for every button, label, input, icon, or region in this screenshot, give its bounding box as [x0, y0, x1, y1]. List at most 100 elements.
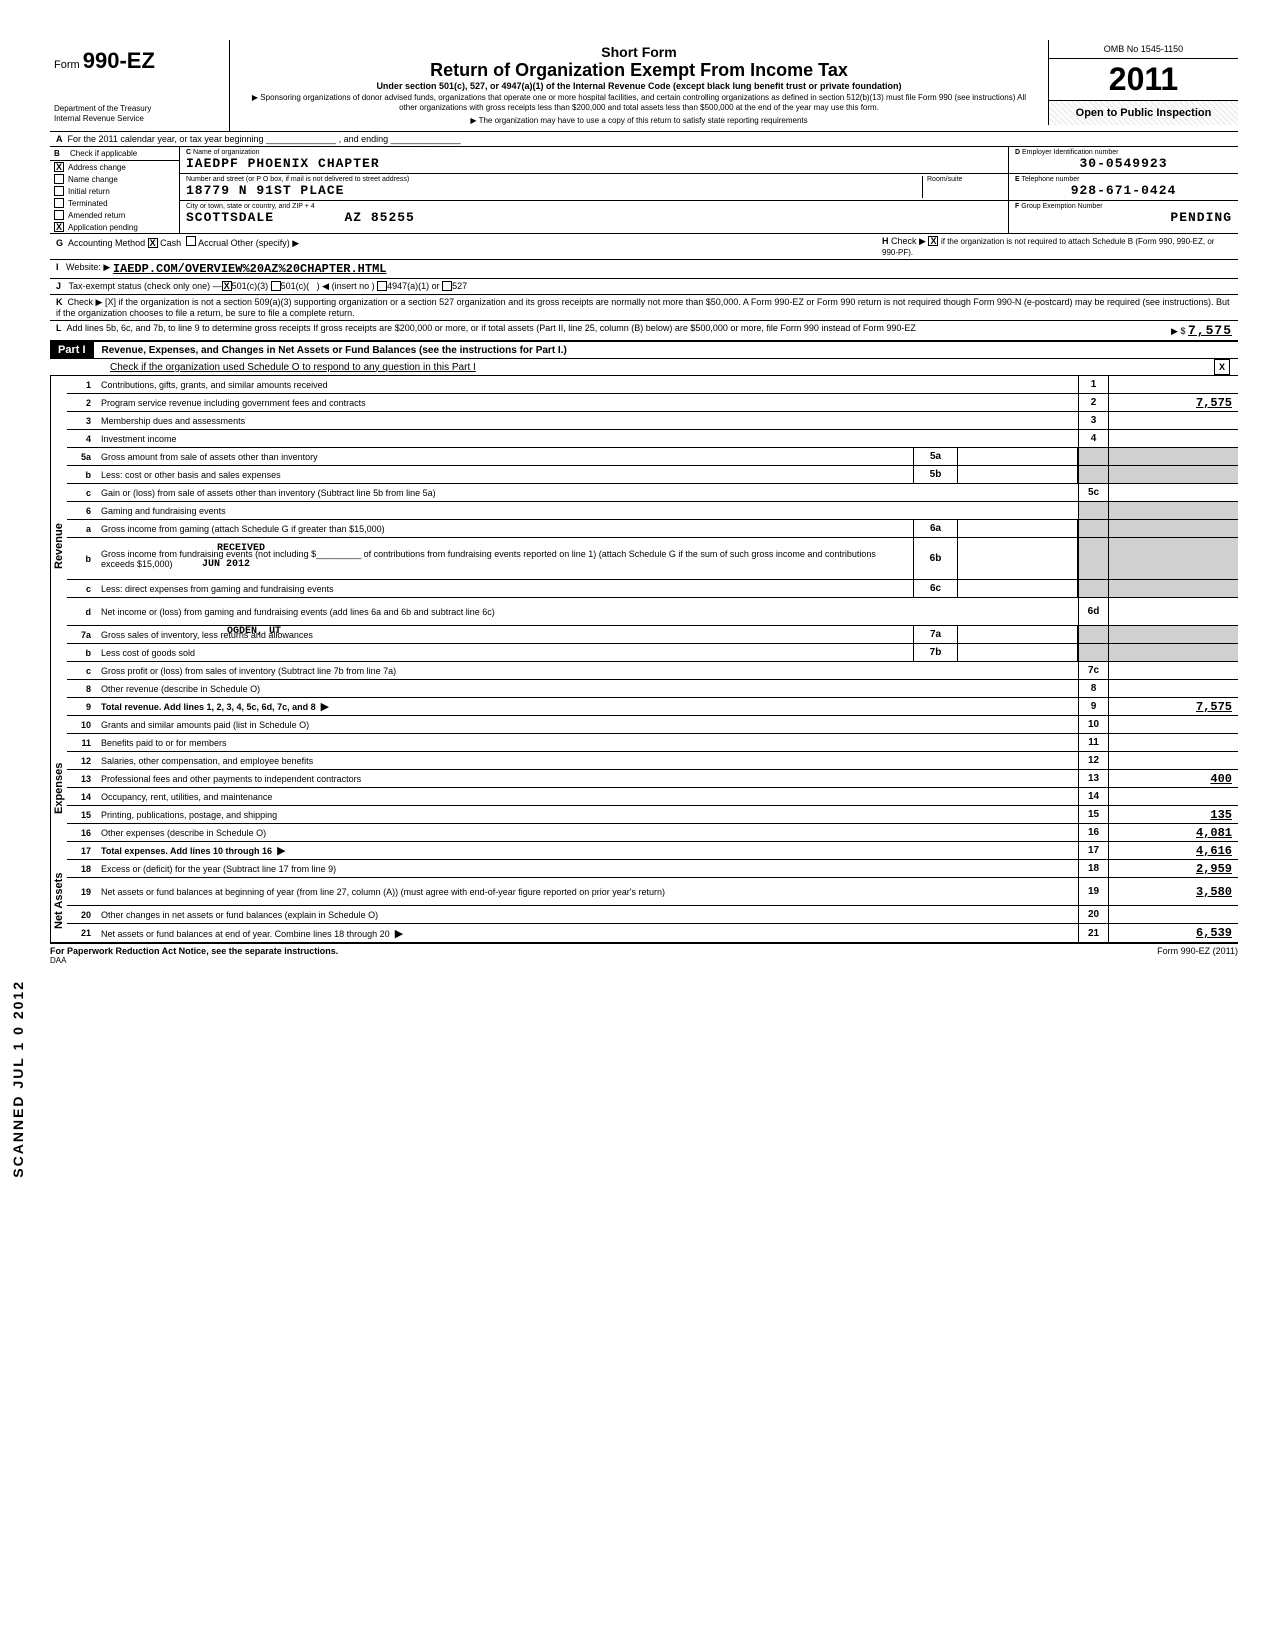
room-label: Room/suite [927, 176, 1002, 183]
part1-check: Check if the organization used Schedule … [50, 359, 1238, 376]
note2: ▶ The organization may have to use a cop… [250, 116, 1028, 126]
org-info-section: B Check if applicable XAddress change Na… [50, 147, 1238, 234]
tax-year: 2011 [1049, 59, 1238, 101]
org-name: IAEDPF PHOENIX CHAPTER [186, 156, 1002, 171]
part1-header: Part I Revenue, Expenses, and Changes in… [50, 342, 1238, 359]
line-7b: bLess cost of goods sold7b [67, 644, 1238, 662]
main-title: Return of Organization Exempt From Incom… [250, 60, 1028, 81]
line-19: 19Net assets or fund balances at beginni… [67, 878, 1238, 906]
line-1: 1Contributions, gifts, grants, and simil… [67, 376, 1238, 394]
line-6b: bGross income from fundraising events (n… [67, 538, 1238, 580]
line-13: 13Professional fees and other payments t… [67, 770, 1238, 788]
form-num: 990-EZ [83, 48, 155, 73]
j-insert: ) ◀ (insert no ) [317, 281, 375, 292]
line-18: 18Excess or (deficit) for the year (Subt… [67, 860, 1238, 878]
line-17: 17Total expenses. Add lines 10 through 1… [67, 842, 1238, 860]
ein: 30-0549923 [1015, 156, 1232, 171]
j-527: 527 [452, 281, 467, 292]
line-5a: 5aGross amount from sale of assets other… [67, 448, 1238, 466]
dept-line1: Department of the Treasury [54, 104, 225, 114]
chk-application-pending[interactable]: XApplication pending [50, 221, 179, 233]
f-value: PENDING [1015, 210, 1232, 225]
chk-accrual[interactable] [186, 236, 196, 246]
line-5b: bLess: cost or other basis and sales exp… [67, 466, 1238, 484]
j-501c: 501(c)( [281, 281, 310, 292]
line-6a: aGross income from gaming (attach Schedu… [67, 520, 1238, 538]
dept-line2: Internal Revenue Service [54, 114, 225, 124]
line-7c: cGross profit or (loss) from sales of in… [67, 662, 1238, 680]
line-6c: cLess: direct expenses from gaming and f… [67, 580, 1238, 598]
line-j: J Tax-exempt status (check only one) — X… [50, 279, 1238, 295]
form-ref: Form 990-EZ (2011) [1157, 946, 1238, 956]
chk-amended[interactable]: Amended return [50, 209, 179, 221]
line-12: 12Salaries, other compensation, and empl… [67, 752, 1238, 770]
received-stamp: RECEIVED [217, 543, 265, 554]
chk-terminated[interactable]: Terminated [50, 197, 179, 209]
chk-cash[interactable]: X [148, 238, 158, 248]
line-11: 11Benefits paid to or for members11 [67, 734, 1238, 752]
a-label: For the 2011 calendar year, or tax year … [68, 134, 264, 144]
netassets-label: Net Assets [50, 860, 67, 942]
note1: ▶ Sponsoring organizations of donor advi… [250, 93, 1028, 114]
line-21: 21Net assets or fund balances at end of … [67, 924, 1238, 942]
line-10: 10Grants and similar amounts paid (list … [67, 716, 1238, 734]
h-label: Check ▶ [891, 236, 926, 246]
expenses-label: Expenses [50, 716, 67, 860]
line-6: 6Gaming and fundraising events [67, 502, 1238, 520]
f-label: Group Exemption Number [1021, 203, 1102, 210]
j-4947: 4947(a)(1) or [387, 281, 440, 292]
form-number: Form 990-EZ [54, 48, 225, 74]
daa: DAA [50, 956, 1238, 965]
l-text: Add lines 5b, 6c, and 7b, to line 9 to d… [67, 323, 916, 333]
expenses-section: Expenses 10Grants and similar amounts pa… [50, 716, 1238, 860]
line-g-h: G Accounting Method X Cash Accrual Other… [50, 234, 1238, 260]
paperwork-notice: For Paperwork Reduction Act Notice, see … [50, 946, 338, 956]
g-cash: Cash [160, 238, 181, 248]
footer: For Paperwork Reduction Act Notice, see … [50, 944, 1238, 956]
chk-4947[interactable] [377, 281, 387, 291]
chk-address-change[interactable]: XAddress change [50, 161, 179, 173]
line-8: 8Other revenue (describe in Schedule O)8 [67, 680, 1238, 698]
addr-label: Number and street (or P O box, if mail i… [186, 176, 922, 183]
j-501c3: 501(c)(3) [232, 281, 269, 292]
phone: 928-671-0424 [1015, 183, 1232, 198]
state-zip: AZ 85255 [344, 210, 414, 225]
line-16: 16Other expenses (describe in Schedule O… [67, 824, 1238, 842]
line-a: A For the 2011 calendar year, or tax yea… [50, 132, 1238, 147]
city-label: City or town, state or country, and ZIP … [186, 203, 1002, 210]
chk-527[interactable] [442, 281, 452, 291]
g-label: Accounting Method [68, 238, 145, 248]
e-label: Telephone number [1022, 176, 1080, 183]
chk-501c3[interactable]: X [222, 281, 232, 291]
chk-h[interactable]: X [928, 236, 938, 246]
short-form-label: Short Form [250, 44, 1028, 60]
a-label2: , and ending [339, 134, 389, 144]
line-7a: 7aGross sales of inventory, less returns… [67, 626, 1238, 644]
chk-part1-scho[interactable]: X [1214, 359, 1230, 375]
chk-initial-return[interactable]: Initial return [50, 185, 179, 197]
line-i: I Website: ▶ IAEDP.COM/OVERVIEW%20AZ%20C… [50, 260, 1238, 279]
j-label: Tax-exempt status (check only one) — [69, 281, 222, 292]
line-14: 14Occupancy, rent, utilities, and mainte… [67, 788, 1238, 806]
chk-name-change[interactable]: Name change [50, 173, 179, 185]
year-box: OMB No 1545-1150 2011 Open to Public Ins… [1048, 40, 1238, 125]
part1-label: Part I [50, 342, 94, 358]
line-l: L Add lines 5b, 6c, and 7b, to line 9 to… [50, 321, 1238, 342]
address: 18779 N 91ST PLACE [186, 183, 922, 198]
form-header: Form 990-EZ Department of the Treasury I… [50, 40, 1238, 132]
line-9: 9Total revenue. Add lines 1, 2, 3, 4, 5c… [67, 698, 1238, 716]
dept-treasury: Department of the Treasury Internal Reve… [54, 104, 225, 123]
d-label: Employer Identification number [1022, 149, 1119, 156]
revenue-section: Revenue 1Contributions, gifts, grants, a… [50, 376, 1238, 716]
date-stamp: JUN 2012 [202, 559, 250, 570]
line-15: 15Printing, publications, postage, and s… [67, 806, 1238, 824]
org-info: C Name of organization IAEDPF PHOENIX CH… [180, 147, 1008, 233]
line-20: 20Other changes in net assets or fund ba… [67, 906, 1238, 924]
line-6d: dNet income or (loss) from gaming and fu… [67, 598, 1238, 626]
netassets-section: Net Assets 18Excess or (deficit) for the… [50, 860, 1238, 944]
part1-title: Revenue, Expenses, and Changes in Net As… [94, 345, 1238, 356]
chk-501c[interactable] [271, 281, 281, 291]
b-label: Check if applicable [70, 149, 137, 158]
title-box: Short Form Return of Organization Exempt… [240, 40, 1038, 130]
g-accrual: Accrual Other (specify) ▶ [198, 238, 299, 248]
